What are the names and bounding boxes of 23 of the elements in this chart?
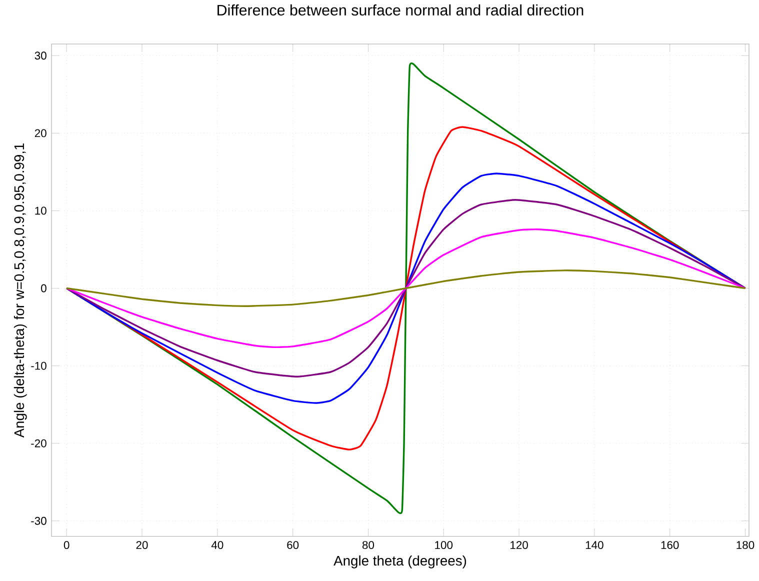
x-tick-label: 40: [211, 541, 224, 550]
y-tick-label: 10: [35, 206, 46, 215]
y-axis-title: Angle (delta-theta) for w=0.5,0.8,0.9,0.95,0.99,1: [14, 143, 27, 438]
y-tick-label: 30: [34, 52, 46, 60]
y-tick-label: -30: [31, 516, 46, 525]
x-tick-label: 20: [136, 541, 148, 550]
line-series: [66, 228, 746, 348]
x-axis-title: Angle theta (degrees): [334, 555, 466, 568]
x-tick-label: 60: [287, 541, 299, 550]
x-tick-label: 100: [435, 541, 453, 550]
x-tick-label: 80: [362, 541, 374, 550]
y-tick-label: 20: [34, 129, 46, 138]
x-tick-label: 180: [736, 541, 754, 550]
y-tick-label: -20: [31, 439, 46, 448]
y-tick-label: 0: [41, 284, 46, 292]
x-tick-label: 0: [64, 541, 70, 550]
x-tick-label: 140: [586, 541, 604, 550]
x-tick-label: 120: [510, 541, 528, 550]
x-tick-label: 160: [661, 541, 679, 550]
y-tick-label: -10: [31, 362, 46, 370]
line-series: [66, 199, 746, 378]
line-series: [66, 270, 746, 307]
chart-title: Difference between surface normal and radial direction: [218, 4, 584, 16]
